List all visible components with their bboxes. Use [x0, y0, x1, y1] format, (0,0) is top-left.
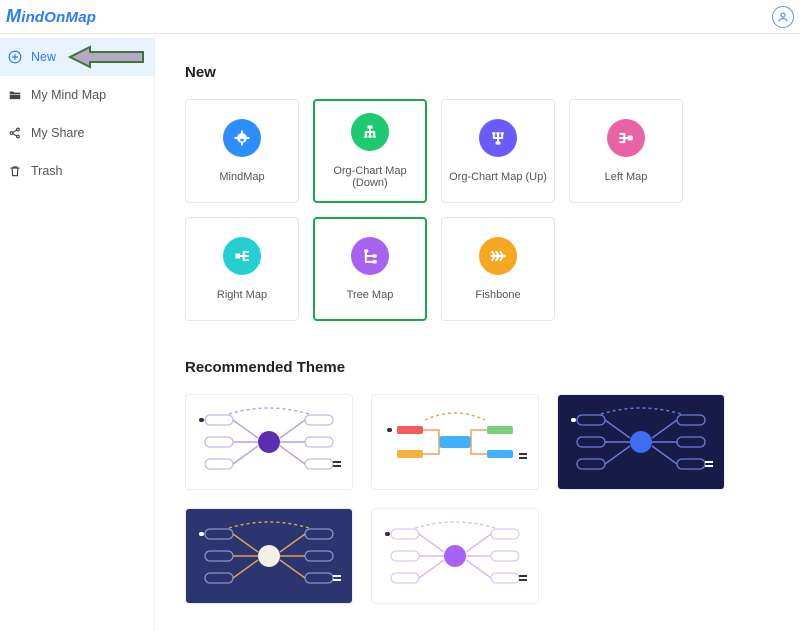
sidebar: New My Mind Map My Share Trash: [0, 34, 155, 631]
template-label: Right Map: [217, 289, 267, 301]
template-card-tree[interactable]: Tree Map: [313, 217, 427, 321]
section-new-title: New: [185, 64, 780, 81]
sidebar-item-trash[interactable]: Trash: [0, 152, 154, 190]
theme-grid: [185, 394, 780, 604]
template-label: Org-Chart Map (Up): [449, 171, 547, 183]
template-card-org-up[interactable]: Org-Chart Map (Up): [441, 99, 555, 203]
content: New MindMap Org-Chart Map (Down) Org-Chart…: [155, 34, 800, 631]
template-label: Org-Chart Map (Down): [315, 165, 425, 189]
right-icon: [223, 237, 261, 275]
template-card-left[interactable]: Left Map: [569, 99, 683, 203]
template-grid: MindMap Org-Chart Map (Down) Org-Chart Map…: [185, 99, 780, 321]
template-card-org-down[interactable]: Org-Chart Map (Down): [313, 99, 427, 203]
template-label: MindMap: [219, 171, 264, 183]
trash-icon: [8, 164, 22, 178]
sidebar-item-my-share[interactable]: My Share: [0, 114, 154, 152]
tree-icon: [351, 237, 389, 275]
sidebar-item-label: New: [31, 50, 56, 64]
main: New My Mind Map My Share Trash New MindM: [0, 34, 800, 631]
sidebar-item-new[interactable]: New: [0, 38, 154, 76]
template-card-right[interactable]: Right Map: [185, 217, 299, 321]
folder-icon: [8, 88, 22, 102]
org-up-icon: [479, 119, 517, 157]
template-card-fishbone[interactable]: Fishbone: [441, 217, 555, 321]
mindmap-icon: [223, 119, 261, 157]
sidebar-item-my-mind-map[interactable]: My Mind Map: [0, 76, 154, 114]
header: MindOnMap: [0, 0, 800, 34]
annotation-arrow-icon: [68, 44, 146, 70]
app-logo[interactable]: MindOnMap: [6, 6, 96, 27]
sidebar-item-label: My Mind Map: [31, 88, 106, 102]
left-icon: [607, 119, 645, 157]
org-down-icon: [351, 113, 389, 151]
plus-circle-icon: [8, 50, 22, 64]
sidebar-item-label: Trash: [31, 164, 63, 178]
template-label: Tree Map: [347, 289, 394, 301]
template-label: Left Map: [605, 171, 648, 183]
template-card-mindmap[interactable]: MindMap: [185, 99, 299, 203]
theme-card-0[interactable]: [185, 394, 353, 490]
share-icon: [8, 126, 22, 140]
theme-card-1[interactable]: [371, 394, 539, 490]
theme-card-3[interactable]: [185, 508, 353, 604]
user-avatar-icon[interactable]: [772, 6, 794, 28]
section-recommended-title: Recommended Theme: [185, 359, 780, 376]
theme-card-4[interactable]: [371, 508, 539, 604]
theme-card-2[interactable]: [557, 394, 725, 490]
fishbone-icon: [479, 237, 517, 275]
template-label: Fishbone: [475, 289, 520, 301]
sidebar-item-label: My Share: [31, 126, 85, 140]
